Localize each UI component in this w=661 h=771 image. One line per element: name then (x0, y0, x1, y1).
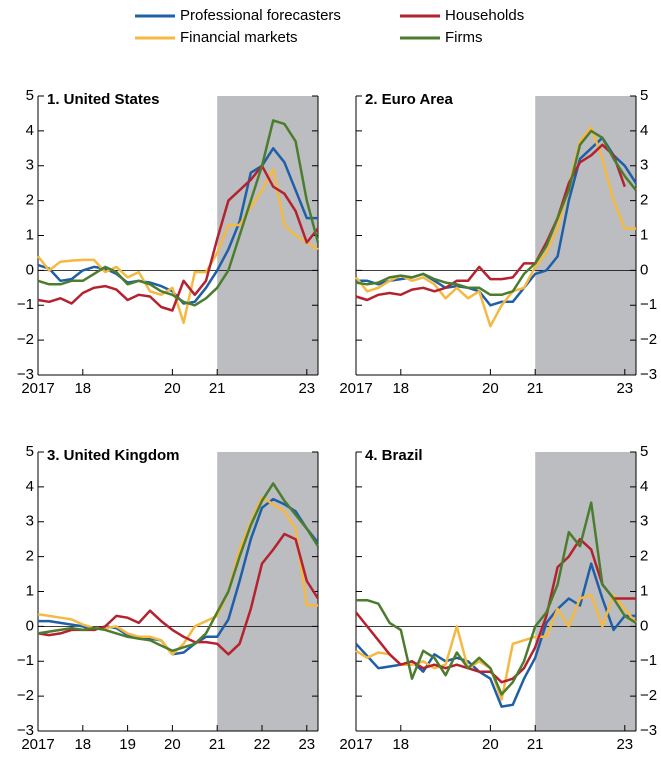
y-tick-label: 2 (640, 192, 648, 209)
y-tick-label: 2 (26, 548, 34, 565)
legend-label: Financial markets (180, 29, 298, 46)
y-tick-label: −3 (640, 366, 657, 383)
panel-title: 2. Euro Area (365, 91, 453, 108)
x-tick-label: 20 (164, 380, 181, 397)
y-tick-label: 5 (640, 87, 648, 104)
shaded-period (217, 96, 318, 375)
y-tick-label: −1 (640, 652, 657, 669)
series-line (37, 482, 320, 653)
y-tick-label: 5 (26, 87, 34, 104)
x-tick-label: 23 (298, 736, 315, 753)
y-tick-label: 1 (26, 582, 34, 599)
x-tick-label: 20 (164, 736, 181, 753)
series-line (355, 143, 626, 302)
y-tick-label: −2 (17, 331, 34, 348)
y-tick-label: −1 (17, 296, 34, 313)
y-tick-label: 1 (640, 226, 648, 243)
x-tick-label: 21 (209, 736, 226, 753)
y-tick-label: 1 (26, 226, 34, 243)
series-line (37, 119, 320, 307)
y-tick-label: 0 (26, 617, 34, 634)
y-tick-label: 3 (640, 157, 648, 174)
y-tick-label: −1 (17, 652, 34, 669)
y-tick-label: 5 (640, 443, 648, 460)
y-tick-label: −3 (17, 366, 34, 383)
legend-label: Households (445, 7, 524, 24)
y-tick-label: 4 (26, 478, 34, 495)
x-tick-label: 2017 (339, 380, 372, 397)
x-tick-label: 2017 (21, 380, 54, 397)
series-line (37, 164, 319, 312)
x-tick-label: 2017 (21, 736, 54, 753)
y-tick-label: 3 (640, 513, 648, 530)
y-tick-label: 2 (640, 548, 648, 565)
x-tick-label: 20 (482, 380, 499, 397)
legend-label: Professional forecasters (180, 7, 341, 24)
x-tick-label: 21 (209, 380, 226, 397)
series-line (355, 537, 636, 684)
x-tick-label: 21 (527, 380, 544, 397)
x-tick-label: 23 (616, 736, 633, 753)
y-tick-label: −3 (640, 722, 657, 739)
shaded-period (535, 452, 636, 731)
y-tick-label: 0 (640, 617, 648, 634)
x-tick-label: 23 (298, 380, 315, 397)
x-tick-label: 18 (74, 736, 91, 753)
x-tick-label: 23 (616, 380, 633, 397)
y-tick-label: 4 (640, 122, 648, 139)
y-tick-label: 3 (26, 157, 34, 174)
panel-title: 1. United States (47, 91, 160, 108)
y-tick-label: −2 (640, 687, 657, 704)
y-tick-label: 4 (26, 122, 34, 139)
y-tick-label: 0 (640, 261, 648, 278)
x-tick-label: 2017 (339, 736, 372, 753)
shaded-period (535, 96, 636, 375)
shaded-period (217, 452, 318, 731)
x-tick-label: 21 (527, 736, 544, 753)
legend-label: Firms (445, 29, 483, 46)
y-tick-label: 4 (640, 478, 648, 495)
x-tick-label: 18 (392, 380, 409, 397)
y-tick-label: −1 (640, 296, 657, 313)
series-line (355, 129, 637, 297)
y-tick-label: 3 (26, 513, 34, 530)
x-tick-label: 20 (482, 736, 499, 753)
y-tick-label: 2 (26, 192, 34, 209)
series-line (38, 497, 319, 656)
x-tick-label: 19 (119, 736, 136, 753)
y-tick-label: 1 (640, 582, 648, 599)
x-tick-label: 22 (254, 736, 271, 753)
series-line (356, 501, 637, 696)
x-tick-label: 18 (74, 380, 91, 397)
x-tick-label: 18 (392, 736, 409, 753)
panel-title: 4. Brazil (365, 447, 423, 464)
y-tick-label: 0 (26, 261, 34, 278)
y-tick-label: −2 (17, 687, 34, 704)
series-line (37, 167, 319, 324)
y-tick-label: −2 (640, 331, 657, 348)
y-tick-label: −3 (17, 722, 34, 739)
series-line (356, 136, 638, 307)
y-tick-label: 5 (26, 443, 34, 460)
panel-title: 3. United Kingdom (47, 447, 180, 464)
